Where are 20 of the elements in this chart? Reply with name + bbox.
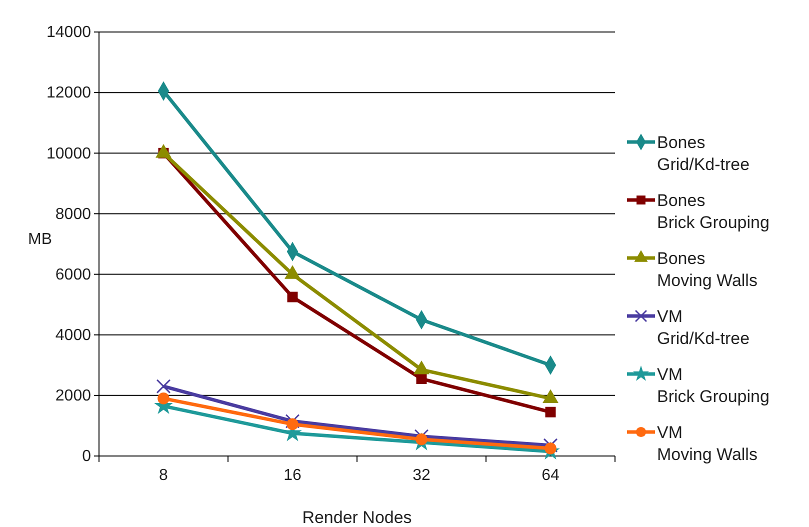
x-tick-label: 8 [159,466,168,484]
x-tick-label: 64 [542,466,560,484]
legend-label: Bones Grid/Kd-tree [657,133,750,174]
legend-label: VM Moving Walls [657,423,758,464]
y-tick-label: 6000 [55,266,92,284]
legend-label: Bones Brick Grouping [657,191,770,232]
y-tick-label: 10000 [46,145,92,162]
legend-label: Bones Moving Walls [657,249,758,290]
y-tick-label: 8000 [55,206,92,223]
y-tick-label: 2000 [55,388,92,405]
legend-label: VM Grid/Kd-tree [657,307,750,348]
legend-label: VM Brick Grouping [657,365,770,406]
y-axis-title: MB [28,231,52,248]
x-tick-label: 32 [412,466,430,484]
y-tick-label: 14000 [46,24,92,42]
y-tick-label: 4000 [55,326,92,344]
x-axis-title: Render Nodes [302,508,412,527]
y-tick-label: 12000 [46,84,92,102]
y-tick-label: 0 [82,448,92,466]
x-tick-label: 16 [284,466,302,484]
